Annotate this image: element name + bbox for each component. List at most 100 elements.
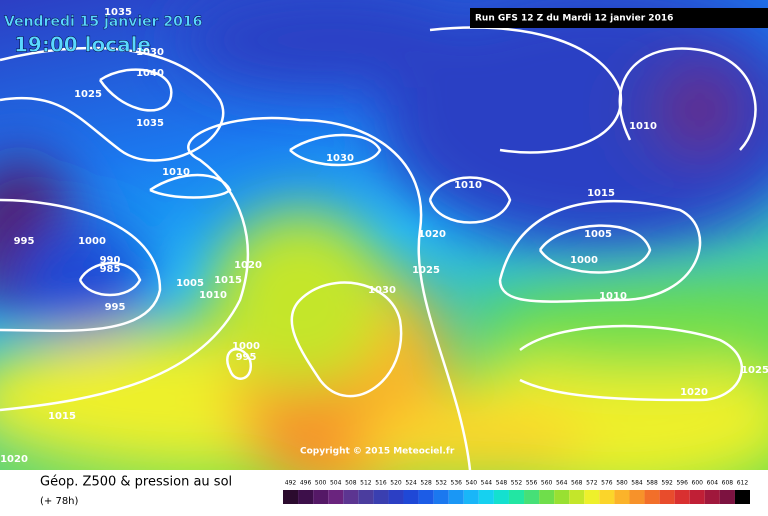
isobar-label: 1000	[78, 236, 106, 247]
legend-label: 596	[676, 480, 688, 487]
isobar-label: 1020	[680, 387, 708, 398]
legend-label: 516	[375, 480, 387, 487]
legend-swatch	[719, 490, 735, 504]
legend-label: 592	[661, 480, 673, 487]
legend-label: 568	[571, 480, 583, 487]
legend-label: 508	[345, 480, 357, 487]
legend-swatch	[539, 490, 555, 504]
legend-swatch	[704, 490, 720, 504]
isobar-label: 1020	[0, 454, 28, 465]
legend-label: 532	[435, 480, 447, 487]
legend-label: 564	[556, 480, 568, 487]
legend-label: 604	[707, 480, 719, 487]
map-field	[0, 0, 768, 500]
copyright: Copyright © 2015 Meteociel.fr	[300, 447, 455, 457]
footer-title: Géop. Z500 & pression au sol	[40, 475, 232, 490]
isobar-label: 1030	[136, 47, 164, 58]
isobar-label: 1025	[412, 265, 440, 276]
run-label: Run GFS 12 Z du Mardi 12 janvier 2016	[475, 14, 673, 24]
legend-label: 536	[451, 480, 463, 487]
legend-label: 520	[390, 480, 402, 487]
legend-swatch	[448, 490, 464, 504]
isobar-label: 1030	[326, 153, 354, 164]
map-date: Vendredi 15 janvier 2016	[4, 14, 202, 30]
isobar-label: 1005	[584, 229, 612, 240]
map-time: 19:00 locale	[14, 33, 151, 57]
isobar-label: 985	[100, 264, 121, 275]
isobar-label: 1010	[599, 291, 627, 302]
legend-label: 608	[722, 480, 734, 487]
legend-swatch	[689, 490, 705, 504]
legend-swatch	[343, 490, 359, 504]
isobar-label: 1035	[136, 118, 164, 129]
legend-label: 560	[541, 480, 553, 487]
legend-swatch	[508, 490, 525, 504]
isobar-label: 1010	[454, 180, 482, 191]
legend-swatch	[659, 490, 675, 504]
legend-label: 612	[737, 480, 749, 487]
isobar-label: 995	[236, 352, 257, 363]
isobar-label: 1020	[418, 229, 446, 240]
isobar-label: 1015	[214, 275, 242, 286]
isobar-label: 1040	[136, 68, 164, 79]
isobars	[0, 26, 757, 471]
legend-swatch	[629, 490, 645, 504]
isobar-label: 1025	[74, 89, 102, 100]
legend-swatch	[298, 490, 314, 504]
legend-label: 576	[601, 480, 613, 487]
legend-label: 600	[692, 480, 704, 487]
legend-swatch	[283, 490, 299, 504]
isobar-label: 1000	[232, 341, 260, 352]
legend-swatch	[373, 490, 389, 504]
legend-swatch	[524, 490, 540, 504]
isobar-label: 1005	[176, 278, 204, 289]
isobar-label: 1035	[104, 7, 132, 18]
isobar-label: 1015	[587, 188, 615, 199]
legend-swatch	[734, 490, 750, 504]
isobar-label: 1025	[741, 365, 768, 376]
legend-swatch	[584, 490, 600, 504]
legend-swatch	[463, 490, 479, 504]
legend-swatch	[674, 490, 690, 504]
legend-swatch	[493, 490, 509, 504]
legend-label: 552	[511, 480, 523, 487]
legend-swatch	[403, 490, 419, 504]
legend-swatch	[328, 490, 344, 504]
isobar-label: 995	[105, 302, 126, 313]
legend-label: 556	[526, 480, 538, 487]
isobar-label: 1015	[48, 411, 76, 422]
legend-label: 512	[360, 480, 372, 487]
legend-swatch	[614, 490, 630, 504]
legend-label: 496	[300, 480, 312, 487]
legend-swatch	[418, 490, 434, 504]
legend-label: 588	[646, 480, 658, 487]
legend-label: 492	[285, 480, 297, 487]
footer-lead: (+ 78h)	[40, 496, 79, 507]
isobar-label: 1000	[570, 255, 598, 266]
isobar-label: 1010	[629, 121, 657, 132]
legend-label: 544	[481, 480, 493, 487]
legend-label: 528	[420, 480, 432, 487]
legend-swatch	[644, 490, 660, 504]
legend-label: 580	[616, 480, 628, 487]
legend-label: 504	[330, 480, 342, 487]
isobar-label: 1010	[162, 167, 190, 178]
legend-swatch	[433, 490, 449, 504]
legend-swatch	[478, 490, 494, 504]
isobar-label: 990	[100, 255, 121, 266]
legend-label: 500	[315, 480, 327, 487]
legend-label: 584	[631, 480, 643, 487]
isobar-label: 1020	[234, 260, 262, 271]
legend-label: 540	[466, 480, 478, 487]
legend-swatch	[569, 490, 585, 504]
legend-label: 548	[496, 480, 508, 487]
color-legend: 492 496 500 504 508 512 516 520 524 528 532 536 540 5…	[283, 480, 750, 504]
legend-swatch	[313, 490, 329, 504]
run-banner	[470, 8, 768, 28]
isobar-label: 1030	[368, 285, 396, 296]
isobar-label: 995	[14, 236, 35, 247]
legend-label: 572	[586, 480, 598, 487]
legend-swatch	[358, 490, 374, 504]
